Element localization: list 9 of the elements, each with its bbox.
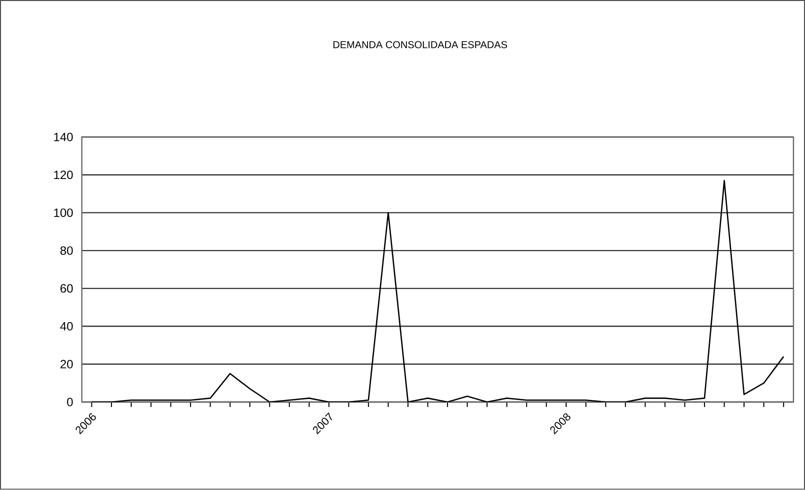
chart-title: DEMANDA CONSOLIDADA ESPADAS [333,41,508,48]
y-tick-label: 60 [60,284,73,293]
y-tick-label: 100 [54,208,73,218]
y-tick-label: 120 [54,170,73,180]
y-tick-label: 140 [54,132,73,142]
y-tick-label: 0 [67,398,73,406]
y-tick-label: 20 [60,360,73,368]
y-tick-label: 80 [60,246,73,255]
y-tick-label: 40 [60,322,73,331]
